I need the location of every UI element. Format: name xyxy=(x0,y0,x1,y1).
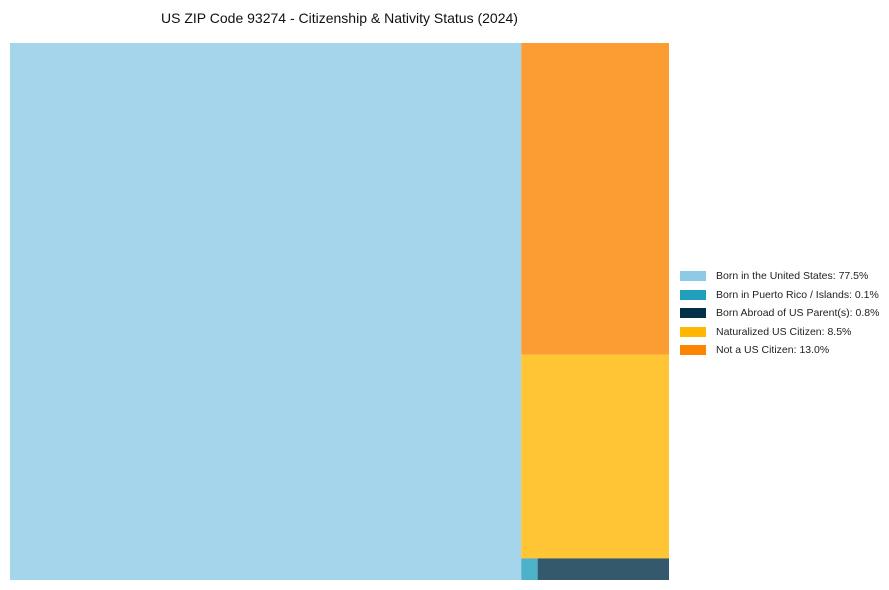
legend-label: Born Abroad of US Parent(s): 0.8% xyxy=(716,307,880,320)
treemap-cell-3 xyxy=(521,354,669,559)
legend-swatch xyxy=(680,271,706,282)
legend-label: Born in the United States: 77.5% xyxy=(716,270,869,283)
legend-item: Born in the United States: 77.5% xyxy=(680,267,879,286)
legend-swatch xyxy=(680,345,706,356)
treemap-cell-1 xyxy=(521,558,538,580)
legend-item: Born Abroad of US Parent(s): 0.8% xyxy=(680,304,879,323)
legend-label: Born in Puerto Rico / Islands: 0.1% xyxy=(716,288,879,301)
legend-swatch xyxy=(680,326,706,337)
treemap-cell-2 xyxy=(537,558,669,580)
legend-item: Born in Puerto Rico / Islands: 0.1% xyxy=(680,286,879,305)
legend-swatch xyxy=(680,308,706,319)
legend-label: Naturalized US Citizen: 8.5% xyxy=(716,325,852,338)
legend-label: Not a US Citizen: 13.0% xyxy=(716,344,830,357)
treemap-cell-4 xyxy=(521,43,669,355)
legend-item: Not a US Citizen: 13.0% xyxy=(680,341,879,360)
chart-title: US ZIP Code 93274 - Citizenship & Nativi… xyxy=(161,10,518,26)
legend-swatch xyxy=(680,289,706,300)
treemap-cell-0 xyxy=(10,43,522,580)
legend: Born in the United States: 77.5% Born in … xyxy=(680,267,879,360)
legend-item: Naturalized US Citizen: 8.5% xyxy=(680,323,879,342)
